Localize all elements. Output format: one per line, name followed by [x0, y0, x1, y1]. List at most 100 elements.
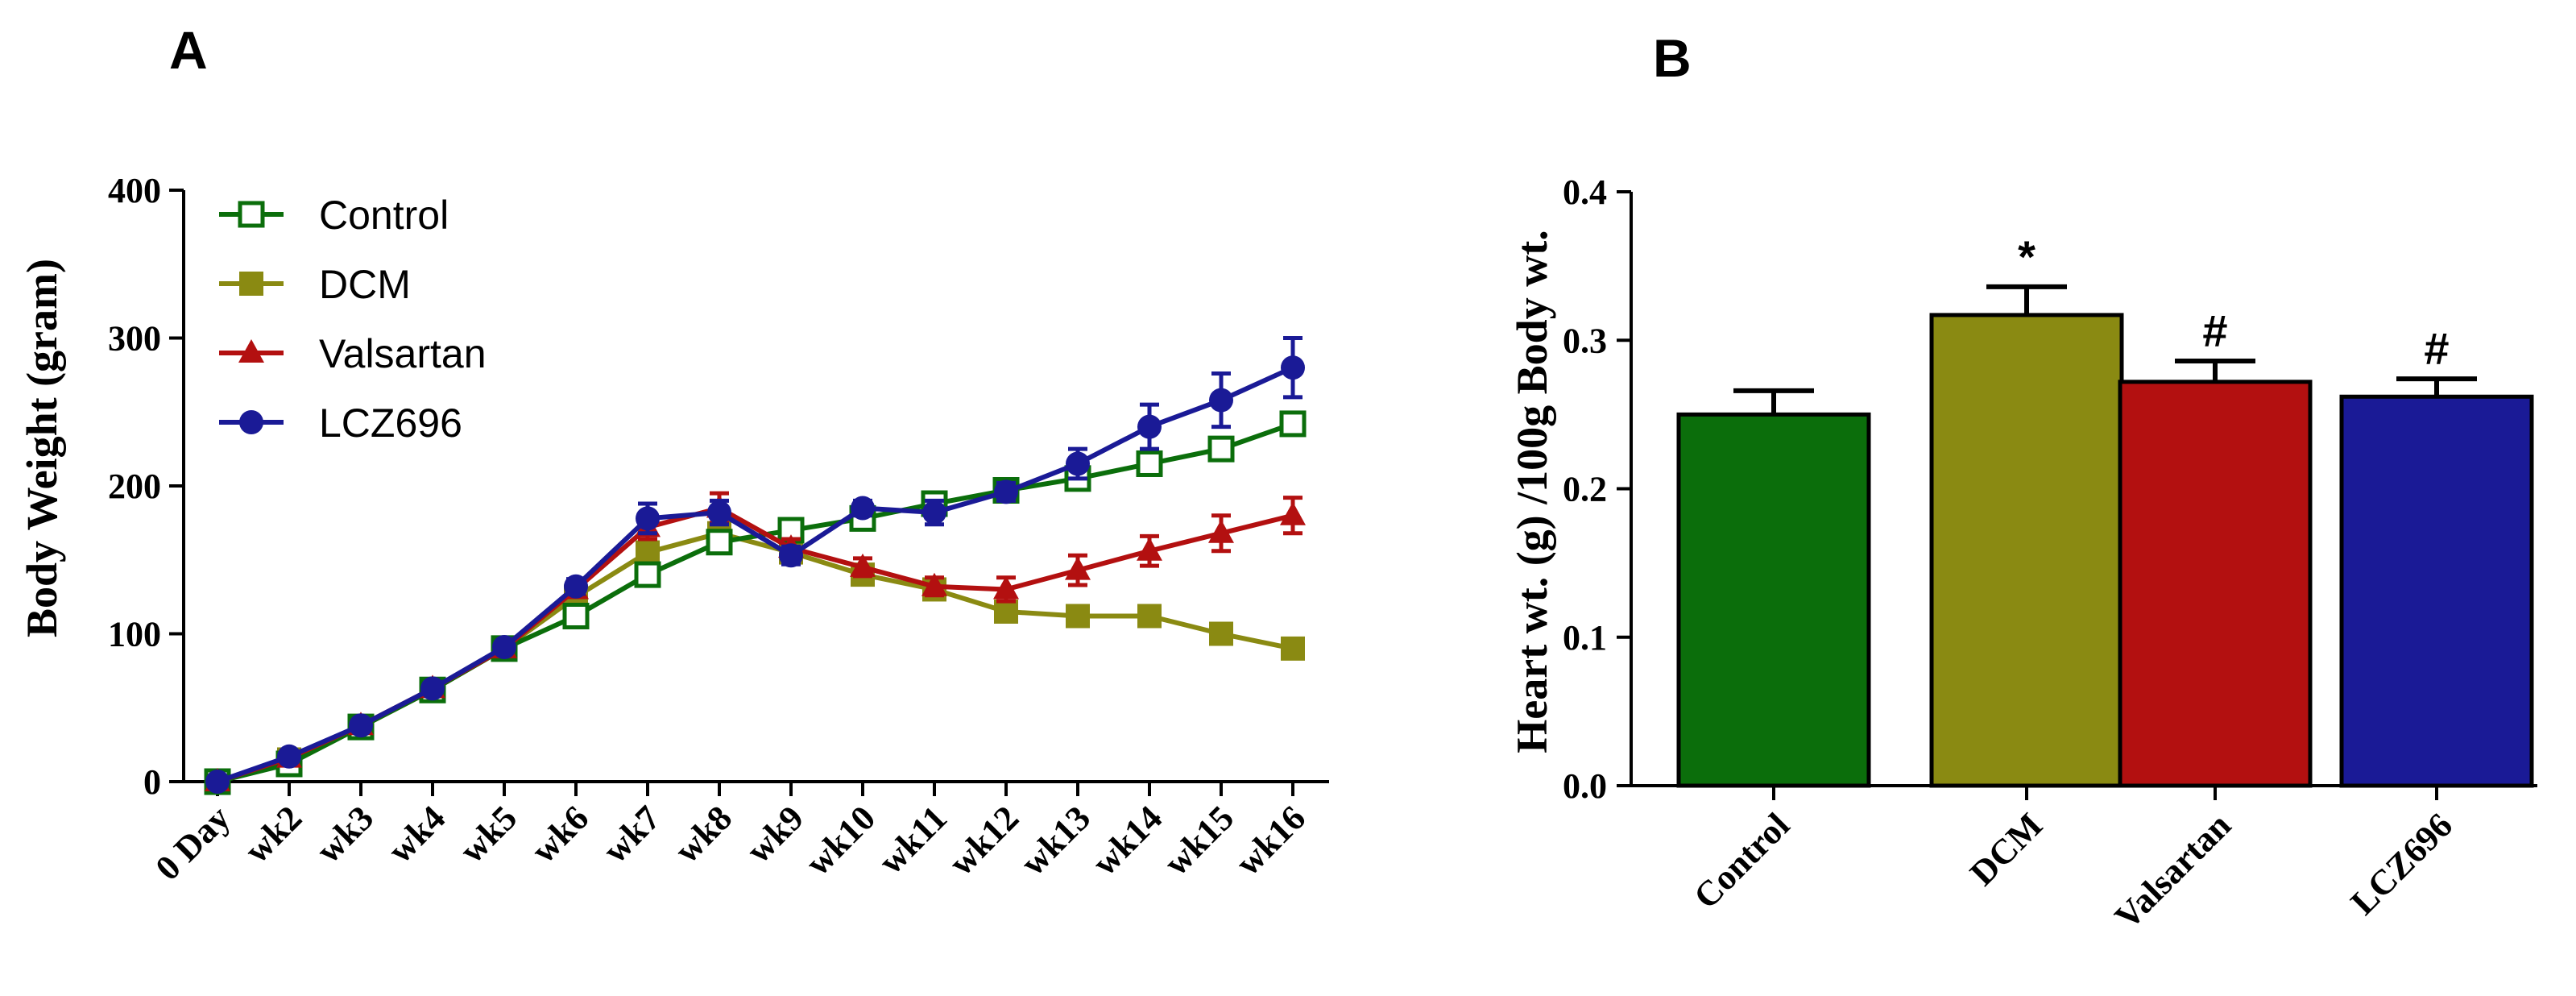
panel-a-y-tick-label: 200 — [108, 467, 161, 506]
legend-label: Control — [319, 193, 449, 238]
bar-valsartan — [2118, 380, 2313, 788]
data-point-dcm — [636, 540, 660, 565]
significance-mark: * — [2018, 231, 2036, 282]
data-point-lcz696 — [707, 500, 731, 525]
panel-a-y-tick-label: 100 — [108, 615, 161, 654]
data-point-dcm — [1066, 604, 1090, 629]
panel-b-category-label: Valsartan — [2107, 805, 2238, 936]
panel-b-category-label: Control — [1686, 805, 1797, 916]
legend-item-valsartan: Valsartan — [219, 331, 487, 376]
data-point-valsartan — [1137, 537, 1162, 561]
bar-control — [1676, 412, 1871, 788]
series-line-valsartan — [217, 505, 1294, 784]
data-point-lcz696 — [1066, 451, 1090, 476]
panel-a-x-tick-label: wk9 — [739, 798, 811, 870]
legend-marker — [239, 272, 263, 296]
panel-a-x-tick-label: wk2 — [237, 798, 309, 870]
panel-b: B Heart wt. (g) /100g Body wt. 0.0 0.1 0.2… — [1508, 28, 2537, 937]
panel-b-y-tick-label: 0.2 — [1563, 470, 1607, 509]
data-point-lcz696 — [349, 713, 373, 738]
panel-a-x-tick-label: wk11 — [871, 798, 955, 882]
panel-a-legend: Control DCM Valsartan LCZ696 — [219, 193, 487, 446]
series-line-dcm — [217, 530, 1294, 784]
data-point-lcz696 — [851, 496, 875, 521]
data-point-valsartan — [921, 572, 947, 596]
data-point-control — [562, 602, 590, 629]
bar-group-control — [1676, 388, 1871, 788]
data-point-valsartan — [1280, 501, 1306, 525]
legend-label: LCZ696 — [319, 400, 462, 446]
panel-b-y-tick-label: 0.1 — [1563, 618, 1607, 658]
panel-b-y-tick-label: 0.0 — [1563, 766, 1607, 806]
panel-a-x-tick-label: wk7 — [595, 798, 668, 870]
significance-mark: # — [2424, 323, 2449, 374]
panel-b-label: B — [1653, 28, 1692, 88]
panel-a-x-tick-label: 0 Day — [148, 798, 238, 888]
data-point-lcz696 — [1281, 355, 1305, 380]
panel-a-x-tick-label: wk8 — [667, 798, 739, 870]
panel-b-category-label: DCM — [1962, 805, 2050, 893]
data-point-dcm — [994, 599, 1018, 624]
legend-item-lcz696: LCZ696 — [219, 400, 462, 446]
panel-b-category-label: LCZ696 — [2343, 805, 2460, 922]
legend-label: Valsartan — [319, 331, 487, 376]
panel-a-x-tick-label: wk13 — [1013, 798, 1099, 883]
data-point-valsartan — [850, 553, 876, 577]
legend-item-control: Control — [219, 193, 449, 238]
legend-marker — [239, 410, 263, 434]
panel-a-y-tick-label: 300 — [108, 319, 161, 359]
data-point-control — [1136, 450, 1163, 477]
series-line-lcz696 — [217, 365, 1294, 784]
bar-group-valsartan: # — [2118, 305, 2313, 788]
data-point-dcm — [1281, 636, 1305, 661]
data-point-lcz696 — [636, 506, 660, 531]
data-point-valsartan — [1065, 556, 1091, 580]
bar-dcm — [1929, 313, 2124, 788]
data-point-lcz696 — [779, 543, 803, 568]
significance-mark: # — [2202, 305, 2227, 356]
data-point-valsartan — [1208, 519, 1234, 543]
panel-a-x-tick-label: wk12 — [942, 798, 1027, 883]
data-point-control — [634, 561, 661, 588]
panel-a-x-tick-label: wk16 — [1228, 798, 1314, 883]
panel-a-series — [204, 336, 1307, 795]
data-point-lcz696 — [277, 744, 301, 769]
panel-a-x-tick-label: wk15 — [1157, 798, 1242, 883]
data-point-lcz696 — [205, 770, 230, 794]
panel-b-y-tick-label: 0.3 — [1563, 321, 1607, 360]
data-point-lcz696 — [1137, 414, 1162, 439]
panel-a-x-tick-label: wk3 — [309, 798, 381, 870]
legend-marker — [238, 201, 265, 228]
panel-a-y-tick-label: 400 — [108, 171, 161, 210]
bar-group-dcm: * — [1929, 231, 2124, 788]
series-line-control — [217, 421, 1294, 784]
panel-b-y-tick-label: 0.4 — [1563, 172, 1607, 212]
panel-a-x-tick-label: wk14 — [1085, 798, 1170, 883]
data-point-dcm — [1209, 621, 1233, 646]
data-point-lcz696 — [1209, 388, 1233, 413]
panel-a-x-tick-label: wk5 — [452, 798, 524, 870]
data-point-control — [1279, 410, 1307, 438]
data-point-lcz696 — [994, 479, 1018, 504]
data-point-lcz696 — [564, 574, 588, 599]
data-point-control — [1207, 435, 1235, 463]
data-point-valsartan — [993, 575, 1019, 600]
legend-marker — [238, 339, 264, 363]
bar-lcz696 — [2339, 394, 2534, 788]
bar-group-lcz696: # — [2339, 323, 2534, 788]
panel-a-label: A — [169, 20, 208, 80]
series-control — [204, 410, 1307, 795]
data-point-control — [706, 529, 733, 556]
panel-b-y-axis-title: Heart wt. (g) /100g Body wt. — [1508, 230, 1556, 753]
series-lcz696 — [205, 336, 1305, 794]
legend-item-dcm: DCM — [219, 262, 411, 307]
legend-label: DCM — [319, 262, 411, 307]
data-point-lcz696 — [922, 500, 946, 525]
data-point-lcz696 — [492, 635, 516, 660]
panel-a-x-tick-label: wk4 — [380, 798, 453, 870]
panel-a-y-axis-title: Body Weight (gram) — [18, 259, 66, 637]
data-point-lcz696 — [420, 676, 445, 701]
panel-a-x-tick-label: wk6 — [524, 798, 596, 870]
panel-a-y-tick-label: 0 — [143, 762, 161, 802]
